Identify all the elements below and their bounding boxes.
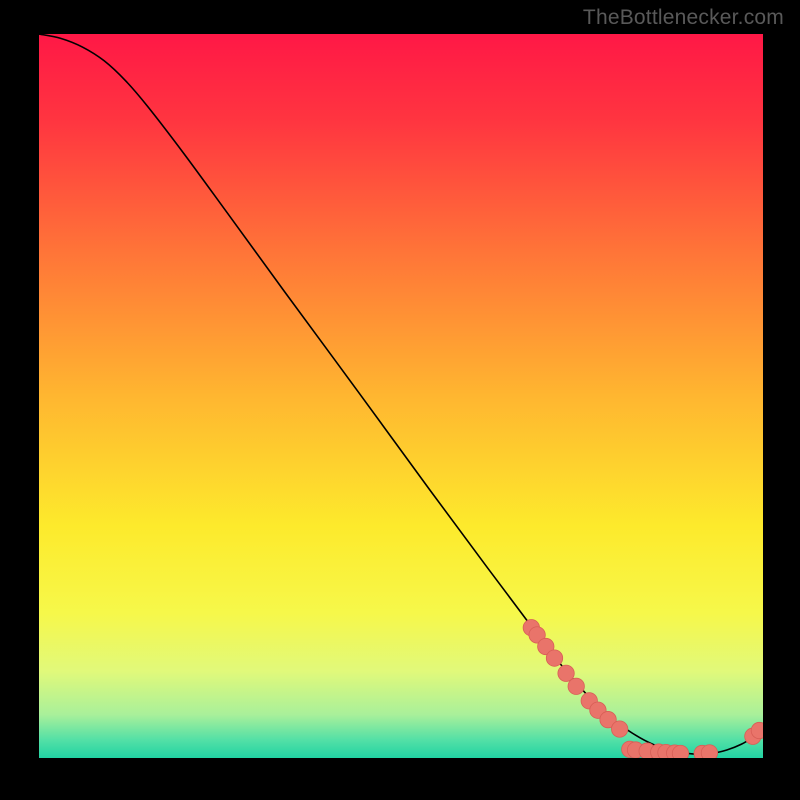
data-marker (568, 678, 584, 694)
data-marker (611, 721, 627, 737)
data-marker (546, 650, 562, 666)
data-marker (701, 745, 717, 758)
data-marker (672, 745, 688, 758)
chart-plot-area (39, 34, 763, 758)
watermark-text: TheBottlenecker.com (583, 6, 784, 30)
bottleneck-chart (39, 34, 763, 758)
gradient-background (39, 34, 763, 758)
